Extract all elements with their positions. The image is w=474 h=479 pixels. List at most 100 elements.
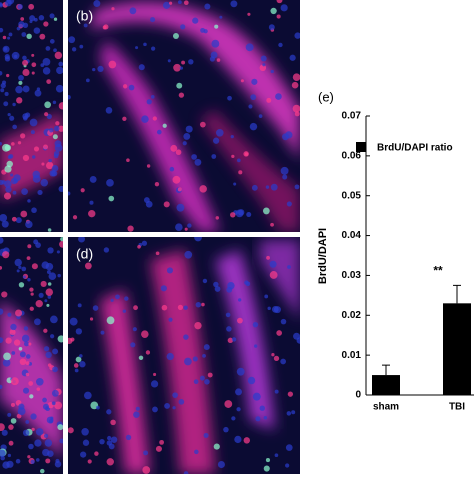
nucleus — [43, 433, 49, 438]
nucleus — [10, 402, 16, 407]
legend-label: BrdU/DAPI ratio — [377, 143, 453, 154]
nucleus — [11, 142, 15, 146]
nucleus — [48, 272, 57, 281]
nucleus — [52, 366, 58, 373]
nucleus — [42, 403, 50, 410]
nucleus — [240, 79, 244, 83]
nucleus — [44, 101, 51, 109]
nucleus — [4, 56, 11, 62]
nucleus — [280, 318, 287, 325]
nucleus — [259, 405, 265, 411]
nucleus — [183, 0, 189, 6]
nucleus — [8, 154, 14, 159]
nucleus — [137, 244, 141, 249]
nucleus — [31, 207, 37, 214]
nucleus — [58, 102, 63, 110]
y-tick-label: 0.07 — [342, 111, 362, 122]
nucleus — [52, 348, 59, 355]
nucleus — [263, 465, 270, 472]
nucleus — [35, 300, 43, 308]
nucleus — [227, 337, 234, 344]
nucleus — [169, 1, 173, 5]
nucleus — [22, 275, 26, 279]
nucleus — [230, 0, 238, 8]
nucleus — [50, 334, 55, 339]
nucleus — [133, 411, 140, 418]
nucleus — [292, 104, 300, 113]
nucleus — [10, 377, 19, 386]
nucleus — [285, 444, 293, 451]
nucleus — [78, 237, 85, 243]
nucleus — [23, 326, 29, 331]
nucleus — [247, 376, 256, 385]
nucleus — [141, 115, 149, 123]
nucleus — [79, 354, 83, 358]
y-tick-label: 0.01 — [342, 350, 362, 361]
nucleus — [13, 339, 21, 346]
nucleus — [192, 356, 198, 362]
nucleus — [49, 315, 58, 324]
nucleus — [3, 352, 11, 361]
nucleus — [53, 48, 57, 53]
nucleus — [79, 361, 86, 368]
nucleus — [230, 134, 234, 139]
nucleus — [145, 200, 153, 208]
nucleus — [265, 185, 270, 189]
nucleus — [52, 134, 58, 140]
nucleus — [18, 265, 22, 270]
nucleus — [46, 303, 50, 307]
nucleus — [4, 180, 12, 188]
nucleus — [219, 15, 223, 19]
nucleus — [142, 466, 151, 474]
nucleus — [96, 405, 100, 410]
nucleus — [22, 68, 30, 77]
nucleus — [269, 260, 277, 268]
nucleus — [260, 55, 267, 62]
nucleus — [59, 438, 63, 444]
nucleus — [99, 438, 105, 445]
nucleus — [23, 341, 29, 347]
nucleus — [28, 381, 34, 386]
nucleus — [73, 363, 79, 368]
nucleus — [182, 141, 187, 146]
legend-swatch — [356, 142, 366, 152]
nucleus — [22, 154, 30, 162]
nuclei — [68, 0, 300, 232]
nucleus — [35, 458, 40, 462]
nucleus — [46, 113, 52, 120]
nucleus — [22, 55, 27, 61]
nucleus — [280, 4, 288, 12]
nucleus — [231, 337, 237, 342]
nucleus — [152, 406, 158, 413]
nucleus — [15, 217, 22, 224]
nucleus — [0, 237, 4, 244]
nucleus — [12, 102, 16, 107]
nucleus — [162, 1, 171, 9]
nucleus — [169, 166, 175, 172]
nucleus — [266, 97, 272, 103]
y-tick-label: 0.04 — [342, 230, 362, 241]
nucleus — [26, 256, 31, 261]
nucleus — [46, 161, 54, 170]
nucleus — [280, 358, 287, 365]
nucleus — [188, 59, 194, 65]
nucleus — [74, 368, 79, 373]
nuclei — [0, 237, 63, 474]
nucleus — [153, 372, 157, 376]
nucleus — [249, 122, 258, 131]
nucleus — [25, 372, 30, 377]
nucleus — [173, 63, 181, 72]
nucleus — [7, 36, 11, 40]
nucleus — [58, 61, 63, 67]
nucleus — [180, 24, 186, 30]
nucleus — [167, 59, 171, 63]
nucleus — [178, 92, 185, 98]
nucleus — [266, 255, 270, 260]
nucleus — [270, 69, 274, 74]
nucleus — [12, 190, 17, 195]
nucleus — [150, 17, 156, 23]
nucleus — [199, 375, 205, 381]
nucleus — [40, 468, 45, 474]
nucleus — [68, 427, 74, 434]
